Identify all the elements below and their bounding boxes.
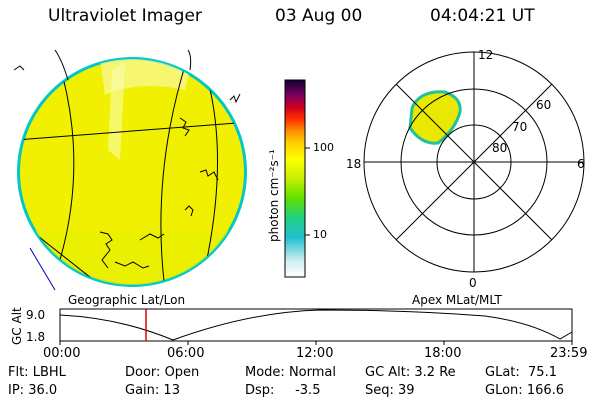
colorbar-label-100: 100 [313, 141, 334, 154]
xtick-1200: 12:00 [296, 346, 334, 361]
status-glat-value: 75.1 [528, 365, 557, 380]
status-flt-label: Flt: [8, 365, 29, 380]
status-ip-value: 36.0 [28, 383, 58, 398]
status-gcalt-label: GC Alt: [365, 365, 411, 380]
altitude-ytick-high: 9.0 [26, 308, 46, 322]
auroral-oval [408, 90, 462, 145]
status-glat: GLat: 75.1 [485, 365, 557, 380]
status-gain: Gain: 13 [125, 383, 180, 398]
altitude-plot-frame [59, 308, 573, 342]
status-seq: Seq: 39 [365, 383, 415, 398]
mlt-label-right: 6 [577, 157, 585, 171]
status-mode-label: Mode: [245, 365, 285, 380]
status-seq-value: 39 [398, 383, 415, 398]
status-door-label: Door: [125, 365, 161, 380]
disk-fill [20, 60, 244, 284]
status-glon-value: 166.6 [526, 383, 565, 398]
status-gain-value: 13 [163, 383, 180, 398]
altitude-axis-label: GC Alt [10, 307, 24, 345]
status-glon-label: GLon: [485, 383, 523, 398]
status-door-value: Open [164, 365, 200, 380]
status-glon: GLon: 166.6 [485, 383, 564, 398]
xtick-0600: 06:00 [167, 346, 205, 361]
mlt-label-bottom: 0 [469, 276, 477, 290]
lat-label-70: 70 [512, 120, 528, 134]
lat-label-60: 60 [536, 98, 552, 112]
polar-plot [363, 51, 585, 273]
status-dsp-value: -3.5 [295, 383, 321, 398]
altitude-curve [59, 309, 573, 341]
status-door: Door: Open [125, 365, 199, 380]
colorbar-label-10: 10 [313, 228, 327, 241]
status-gain-label: Gain: [125, 383, 160, 398]
status-gcalt: GC Alt: 3.2 Re [365, 365, 456, 380]
status-flt: Flt: LBHL [8, 365, 66, 380]
time-label: 04:04:21 UT [430, 6, 535, 26]
xtick-0000: 00:00 [43, 346, 81, 361]
mlt-label-top: 12 [478, 48, 494, 62]
altitude-right-title: Apex MLat/MLT [412, 293, 502, 307]
colorbar [284, 79, 310, 278]
status-glat-label: GLat: [485, 365, 520, 380]
colorbar-gradient [284, 79, 306, 278]
altitude-left-title: Geographic Lat/Lon [68, 293, 186, 307]
date-label: 03 Aug 00 [275, 6, 363, 26]
status-ip: IP: 36.0 [8, 383, 57, 398]
status-mode-value: Normal [288, 365, 336, 380]
status-flt-value: LBHL [32, 365, 66, 380]
status-ip-label: IP: [8, 383, 25, 398]
mlt-label-left: 18 [346, 157, 362, 171]
status-seq-label: Seq: [365, 383, 394, 398]
status-mode: Mode: Normal [245, 365, 336, 380]
status-dsp-label: Dsp: [245, 383, 275, 398]
altitude-ytick-low: 1.8 [26, 330, 46, 344]
colorbar-unit-label: photon cm⁻²s⁻¹ [267, 149, 281, 242]
status-gcalt-value: 3.2 Re [414, 365, 456, 380]
xtick-2359: 23:59 [550, 346, 588, 361]
lat-label-80: 80 [492, 141, 508, 155]
xtick-1800: 18:00 [424, 346, 462, 361]
earth-disk-image [13, 49, 247, 291]
altitude-plot [59, 308, 573, 345]
instrument-title: Ultraviolet Imager [48, 6, 202, 26]
status-dsp: Dsp: -3.5 [245, 383, 320, 398]
